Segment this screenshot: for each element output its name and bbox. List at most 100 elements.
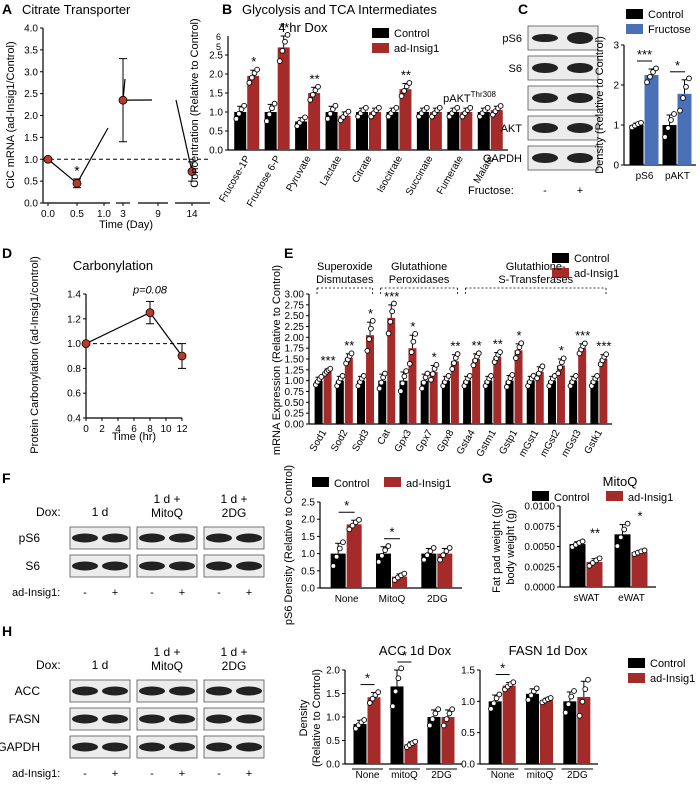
panel-b-break-tick: 6 [216,32,221,42]
panel-b-point [263,118,270,124]
panel-a-x-tick-label: 0.5 [70,209,84,220]
panel-f-point [333,553,340,560]
panel-b-legend-swatch [372,43,389,53]
panel-e-significance: ** [493,337,503,352]
panel-e-group-label: Glutathione [391,261,447,273]
panel-e-bar [505,380,514,424]
panel-g-y-tick-label: 0.0000 [524,583,555,594]
panel-f-legend-label: ad-Insig1 [406,478,451,490]
panel-f-blot-frame [69,526,131,550]
panel-f-point [440,552,447,558]
panel-f-point [349,522,356,529]
panel-e-point [518,340,525,347]
panel-b-point [249,74,255,81]
panel-e-y-tick-label: 0.75 [285,387,305,398]
panel-e-point [360,373,367,379]
panel-h-acc-y-tick-label: 0.0 [326,760,340,771]
panel-e-bar [599,359,608,424]
panel-d-y-tick-label: 0.6 [67,389,81,400]
panel-e-bar [314,380,323,424]
panel-e-group-label: Dismutases [316,274,374,286]
panel-e-point [385,330,392,337]
panel-h-fasn-bar [540,700,553,764]
panel-f-dox-label: Dox: [36,505,61,519]
panel-b-point [236,110,242,117]
panel-e-point [364,347,371,354]
panel-b-point [406,80,413,86]
panel-h-blot-frame [69,707,131,731]
panel-e-y-tick-label: 1.25 [285,365,305,376]
panel-f-bar [392,576,407,588]
panel-e-point [539,363,546,370]
panel-a-y-tick-label: 3.0 [24,67,38,78]
panel-e-category-label: Sod1 [308,428,329,454]
panel-d-point [177,351,187,361]
panel-b-point [398,93,405,99]
panel-e-bar [399,380,408,424]
panel-h-blot-band [236,686,262,696]
panel-e-category-label: Sod3 [350,428,371,454]
panel-h-fasn-significance: * [500,661,505,676]
panel-h-lane-sign: + [246,768,252,780]
panel-e-bar [357,380,366,424]
panel-e-point [401,373,408,380]
panel-f-condition-label: 1 d + [153,492,180,506]
panel-g-category-label: eWAT [618,593,645,604]
panel-e-y-tick-label: 3.00 [285,290,305,301]
panel-f-y-tick-label: 2.0 [301,515,315,526]
panel-h-fasn-category-label: 2DG [567,770,588,781]
panel-g-y-label: Fat pad weight (g)/ [491,500,503,593]
panel-f-blot-band [102,533,128,543]
panel-f-blot-band [206,561,232,571]
panel-c-blot-band [567,93,593,103]
panel-b-subtitle: 4 hr Dox [278,20,328,35]
panel-g-legend-label: Control [554,492,589,504]
panel-d-x-tick-label: 6 [131,424,137,435]
panel-h-fasn-point [565,701,572,708]
panel-e-point [509,372,516,378]
panel-d-x-tick-label: 8 [147,424,153,435]
panel-h-blot-band [102,742,128,752]
panel-d-series-line [149,312,183,357]
panel-e-y-tick-label: 2.75 [285,300,305,311]
panel-h-lane-sign: - [150,768,154,780]
panel-e-significance: *** [596,339,611,354]
panel-e-y-tick-label: 2.25 [285,322,305,333]
panel-b-significance: * [251,54,256,69]
panel-e-significance: ** [344,338,354,353]
panel-e-bar [323,371,332,424]
panel-b-category-label: Lactate [318,154,344,188]
panel-h-blot-frame [203,679,265,703]
panel-e-point [348,350,355,357]
panel-a-x-tick-label: 3 [120,209,126,220]
panel-h-acc-point [412,738,419,745]
panel-f-band-label: S6 [25,559,40,573]
panel-b-point [332,102,339,109]
panel-d-y-tick-label: 1.0 [67,339,81,350]
panel-h-blot-band [206,714,232,724]
panel-f-blot-band [236,533,262,543]
panel-c-blot-band [567,32,593,44]
panel-b-y-tick-label: 2.5 [209,51,223,62]
panel-e-y-label: mRNA Expression (Relative to Control) [271,265,283,455]
panel-letter-F: F [2,470,11,486]
panel-e-bar [472,359,481,424]
panel-e-point [582,340,588,347]
panel-b-point [282,38,288,45]
panel-e-group-label: Glutathione- [506,261,566,273]
panel-f-legend-swatch [384,477,401,487]
panel-f-point [330,563,337,569]
panel-e-point [387,318,394,325]
panel-e-point [408,349,415,355]
panel-g-y-tick-label: 0.0050 [524,542,555,553]
panel-h-fasn-title: FASN 1d Dox [509,643,588,658]
panel-b-point [376,104,382,111]
panel-d-x-tick-label: 10 [160,424,172,435]
panel-g-bar [614,534,631,587]
panel-e-bar [493,356,502,424]
panel-c-blot-band [532,34,558,42]
panel-c-significance: * [675,58,680,73]
panel-h-acc-title: ACC 1d Dox [379,643,452,658]
panel-h-fasn-y-tick-label: 1.0 [461,697,475,708]
panel-b-point [269,105,275,112]
